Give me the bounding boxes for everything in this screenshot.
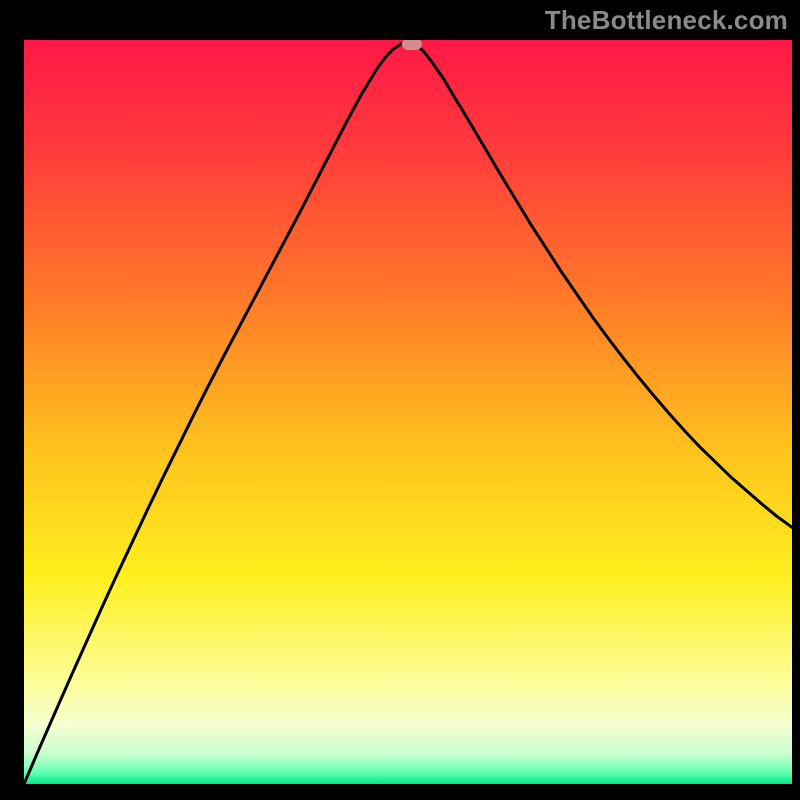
optimum-marker [402, 40, 422, 50]
performance-curve [24, 40, 792, 784]
bottleneck-chart: TheBottleneck.com [0, 0, 800, 800]
plot-area [24, 40, 792, 784]
watermark-text: TheBottleneck.com [545, 5, 788, 36]
curve-path [24, 41, 792, 784]
